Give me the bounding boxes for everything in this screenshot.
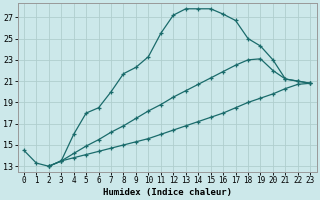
X-axis label: Humidex (Indice chaleur): Humidex (Indice chaleur) <box>103 188 232 197</box>
